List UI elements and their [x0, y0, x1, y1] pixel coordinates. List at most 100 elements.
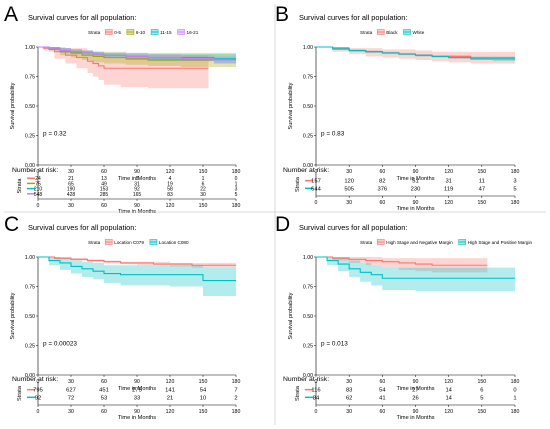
risk-x-tick-label: 60 — [379, 200, 385, 206]
risk-cell: 92 — [35, 395, 41, 401]
confidence-band-1 — [316, 257, 515, 292]
y-tick-label: 0.50 — [303, 104, 313, 110]
risk-cell: 82 — [379, 179, 385, 185]
y-tick-label: 1.00 — [25, 45, 35, 51]
x-tick-label: 180 — [511, 379, 520, 385]
risk-cell: 14 — [445, 395, 452, 401]
y-tick-label: 0.00 — [303, 163, 313, 169]
risk-x-tick-label: 0 — [315, 200, 318, 206]
y-axis-label: Survival probability — [288, 292, 294, 339]
legend-entry: 6-10 — [136, 30, 146, 35]
x-tick-label: 90 — [134, 379, 140, 385]
risk-cell: 165 — [133, 192, 142, 198]
panel-b: B Survival curves for all population: Stra… — [275, 3, 519, 212]
risk-table-title: Number at risk: — [283, 376, 329, 383]
legend-entry: 11-15 — [160, 30, 172, 35]
x-tick-label: 30 — [68, 379, 74, 385]
y-tick-label: 0.50 — [25, 104, 35, 110]
risk-cell: 627 — [66, 388, 76, 394]
risk-x-tick-label: 150 — [478, 409, 487, 415]
risk-cell: 54 — [200, 388, 207, 394]
risk-cell: 5 — [480, 395, 483, 401]
risk-cell: 153 — [100, 187, 109, 193]
confidence-band-3 — [38, 47, 236, 64]
chart-title: Survival curves for all population: — [299, 223, 407, 232]
risk-cell: 13 — [101, 176, 107, 182]
y-axis-label: Survival probability — [10, 82, 16, 129]
survival-curve-1 — [316, 256, 515, 279]
x-tick-label: 60 — [101, 169, 107, 175]
risk-x-tick-label: 150 — [478, 200, 487, 206]
legend-entry: 0-5 — [114, 30, 121, 35]
risk-x-tick-label: 120 — [166, 203, 175, 209]
y-tick-label: 0.25 — [303, 343, 313, 349]
risk-cell: 2 — [234, 395, 237, 401]
legend-entry: Location C080 — [159, 240, 189, 245]
risk-cell: 19 — [167, 181, 173, 187]
risk-cell: 51 — [412, 179, 418, 185]
x-tick-label: 30 — [346, 379, 352, 385]
y-tick-label: 0.25 — [303, 133, 313, 139]
x-axis-label: Time in Months — [396, 386, 434, 392]
risk-x-tick-label: 180 — [511, 409, 520, 415]
survival-curve-1 — [38, 256, 236, 282]
x-tick-label: 30 — [68, 169, 74, 175]
chart-title: Survival curves for all population: — [28, 13, 136, 22]
risk-cell: 3 — [235, 187, 238, 193]
survival-curve-3 — [38, 46, 236, 61]
x-axis-label: Time in Months — [396, 176, 434, 182]
legend-title: Strata — [360, 240, 373, 245]
chart-title: Survival curves for all population: — [28, 223, 136, 232]
x-tick-label: 60 — [379, 169, 385, 175]
legend-title: Strata — [88, 30, 101, 35]
legend: Strata 0-5 6-10 11-15 16-21 — [88, 29, 199, 35]
risk-cell: 41 — [379, 395, 385, 401]
risk-cell: 548 — [34, 192, 43, 198]
y-tick-label: 0.75 — [303, 74, 313, 80]
risk-cell: 157 — [311, 179, 321, 185]
risk-cell: 3 — [513, 179, 516, 185]
risk-x-tick-label: 0 — [37, 203, 40, 209]
x-tick-label: 0 — [315, 169, 318, 175]
risk-cell: 7 — [234, 388, 237, 394]
risk-cell: 26 — [412, 395, 418, 401]
y-tick-label: 0.00 — [25, 373, 35, 379]
p-value: p = 0.32 — [43, 131, 67, 138]
risk-cell: 10 — [200, 395, 206, 401]
risk-cell: 30 — [200, 192, 206, 198]
risk-cell: 4 — [169, 176, 172, 182]
y-tick-label: 0.50 — [25, 314, 35, 320]
legend-entry: 16-21 — [187, 30, 199, 35]
risk-x-tick-label: 90 — [413, 200, 419, 206]
risk-x-tick-label: 150 — [199, 203, 208, 209]
x-tick-label: 120 — [166, 379, 175, 385]
y-tick-label: 0.75 — [25, 74, 35, 80]
x-tick-label: 150 — [199, 169, 208, 175]
x-tick-label: 90 — [134, 169, 140, 175]
risk-strata-label: Strata — [295, 176, 301, 192]
risk-cell: 22 — [200, 187, 206, 193]
x-tick-label: 30 — [346, 169, 352, 175]
panel-c: C Survival curves for all population: Stra… — [4, 213, 240, 421]
risk-cell: 75 — [35, 181, 41, 187]
risk-cell: 6 — [480, 388, 483, 394]
risk-cell: 376 — [377, 186, 387, 192]
confidence-band-2 — [38, 47, 236, 64]
x-axis-label: Time in Months — [118, 176, 156, 182]
x-tick-label: 180 — [511, 169, 520, 175]
risk-cell: 0 — [235, 176, 238, 182]
x-axis-label: Time in Months — [118, 386, 156, 392]
risk-x-tick-label: 60 — [379, 409, 385, 415]
risk-table-title: Number at risk: — [283, 167, 329, 174]
x-tick-label: 120 — [444, 379, 453, 385]
risk-cell: 451 — [99, 388, 109, 394]
p-value: p = 0.013 — [321, 341, 348, 348]
risk-cell: 83 — [167, 192, 173, 198]
legend-entry: High Stage and Positive Margin — [468, 240, 533, 245]
legend-title: Strata — [360, 30, 373, 35]
risk-cell: 5 — [235, 192, 238, 198]
risk-x-tick-label: 30 — [346, 409, 352, 415]
risk-cell: 285 — [100, 192, 109, 198]
risk-cell: 230 — [411, 186, 421, 192]
